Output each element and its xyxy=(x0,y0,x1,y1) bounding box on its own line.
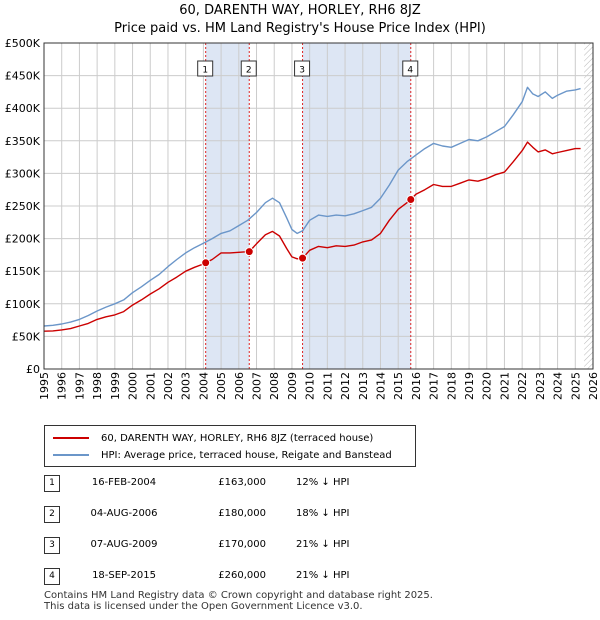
sale-point xyxy=(298,253,308,263)
sale-row: 4 18-SEP-2015 £260,000 21% ↓ HPI xyxy=(0,565,600,587)
x-tick-label: 2001 xyxy=(144,372,157,400)
sale-date: 07-AUG-2009 xyxy=(90,539,158,550)
x-tick-label: 2019 xyxy=(463,372,476,400)
footer-licence: This data is licensed under the Open Gov… xyxy=(44,601,363,612)
sale-number-box xyxy=(402,60,419,77)
x-tick-label: 2014 xyxy=(374,372,387,400)
sale-date: 18-SEP-2015 xyxy=(92,570,156,581)
x-tick-label: 2022 xyxy=(516,372,529,400)
x-tick-label: 2013 xyxy=(357,372,370,400)
legend-label-hpi: HPI: Average price, terraced house, Reig… xyxy=(101,449,392,461)
y-tick-label: £500K xyxy=(5,37,41,50)
series-line xyxy=(43,141,581,332)
legend-label-property: 60, DARENTH WAY, HORLEY, RH6 8JZ (terrac… xyxy=(101,432,374,444)
x-tick-label: 2005 xyxy=(215,372,228,400)
sale-number-badge: 3 xyxy=(44,537,60,554)
x-tick-label: 2012 xyxy=(339,372,352,400)
x-tick-label: 2021 xyxy=(498,372,511,400)
x-tick-label: 2000 xyxy=(127,372,140,400)
y-tick-label: £150K xyxy=(5,265,41,278)
sale-price: £170,000 xyxy=(218,539,266,550)
sale-date: 16-FEB-2004 xyxy=(91,477,157,488)
y-tick-label: £300K xyxy=(5,167,41,180)
x-tick-label: 2011 xyxy=(321,372,334,400)
x-tick-label: 2007 xyxy=(251,372,264,400)
x-tick-label: 2009 xyxy=(286,372,299,400)
chart-title: 60, DARENTH WAY, HORLEY, RH6 8JZ xyxy=(179,3,421,18)
sale-row: 1 16-FEB-2004 £163,000 12% ↓ HPI xyxy=(0,472,600,494)
y-tick-label: £50K xyxy=(12,330,41,343)
sale-point xyxy=(406,194,416,204)
x-tick-label: 2006 xyxy=(233,372,246,400)
sale-number-box xyxy=(197,60,214,77)
x-tick-label: 2020 xyxy=(481,372,494,400)
legend-swatch-property xyxy=(53,437,89,439)
sale-row: 2 04-AUG-2006 £180,000 18% ↓ HPI xyxy=(0,503,600,525)
x-tick-label: 2004 xyxy=(197,372,210,400)
y-tick-label: £450K xyxy=(5,70,41,83)
sale-date: 04-AUG-2006 xyxy=(90,508,158,519)
legend-item-property: 60, DARENTH WAY, HORLEY, RH6 8JZ (terrac… xyxy=(53,430,373,446)
x-tick-label: 2015 xyxy=(392,372,405,400)
plot-frame xyxy=(43,42,594,370)
sale-price: £180,000 xyxy=(218,508,266,519)
x-tick-label: 2025 xyxy=(569,372,582,400)
footer-copyright: Contains HM Land Registry data © Crown c… xyxy=(44,590,433,601)
legend: 60, DARENTH WAY, HORLEY, RH6 8JZ (terrac… xyxy=(44,425,416,467)
y-tick-label: £400K xyxy=(5,102,41,115)
price-chart: 1 2 3 4 £0 £50K £100K £150K £200K £250K £300K £350K… xyxy=(5,37,600,400)
sale-hpi-diff: 18% ↓ HPI xyxy=(296,508,350,519)
sale-number-label: 3 xyxy=(299,66,305,76)
x-tick-label: 2018 xyxy=(445,372,458,400)
y-tick-label: £200K xyxy=(5,233,41,246)
x-tick-label: 2008 xyxy=(268,372,281,400)
footer: Contains HM Land Registry data © Crown c… xyxy=(44,590,433,612)
x-tick-label: 2023 xyxy=(534,372,547,400)
y-tick-label: £100K xyxy=(5,298,41,311)
sale-number-label: 2 xyxy=(246,66,252,76)
sale-number-box xyxy=(294,60,311,77)
x-tick-label: 1997 xyxy=(73,372,86,400)
sale-price: £163,000 xyxy=(218,477,266,488)
y-tick-label: £0 xyxy=(26,363,40,376)
sale-price: £260,000 xyxy=(218,570,266,581)
chart-subtitle: Price paid vs. HM Land Registry's House … xyxy=(114,21,486,36)
x-tick-label: 1996 xyxy=(56,372,69,400)
sale-hpi-diff: 21% ↓ HPI xyxy=(296,570,350,581)
y-tick-label: £350K xyxy=(5,135,41,148)
sale-point xyxy=(201,258,211,268)
y-tick-label: £250K xyxy=(5,200,41,213)
series-line xyxy=(43,86,581,327)
legend-swatch-hpi xyxy=(53,454,89,456)
sale-number-box xyxy=(240,60,257,77)
sale-hpi-diff: 12% ↓ HPI xyxy=(296,477,350,488)
x-tick-label: 2003 xyxy=(180,372,193,400)
sale-number-label: 4 xyxy=(407,66,413,76)
x-tick-label: 2002 xyxy=(162,372,175,400)
sale-point xyxy=(244,247,254,257)
x-tick-label: 2010 xyxy=(304,372,317,400)
sale-number-badge: 1 xyxy=(44,475,60,492)
x-tick-label: 2017 xyxy=(428,372,441,400)
legend-item-hpi: HPI: Average price, terraced house, Reig… xyxy=(53,447,392,463)
x-tick-label: 1995 xyxy=(38,372,51,400)
sale-row: 3 07-AUG-2009 £170,000 21% ↓ HPI xyxy=(0,534,600,556)
sale-number-badge: 2 xyxy=(44,506,60,523)
x-tick-label: 2024 xyxy=(552,372,565,400)
x-tick-label: 2016 xyxy=(410,372,423,400)
x-tick-label: 2026 xyxy=(587,372,600,400)
sale-number-label: 1 xyxy=(202,66,208,76)
sale-number-badge: 4 xyxy=(44,568,60,585)
sale-hpi-diff: 21% ↓ HPI xyxy=(296,539,350,550)
x-tick-label: 1998 xyxy=(91,372,104,400)
x-tick-label: 1999 xyxy=(109,372,122,400)
